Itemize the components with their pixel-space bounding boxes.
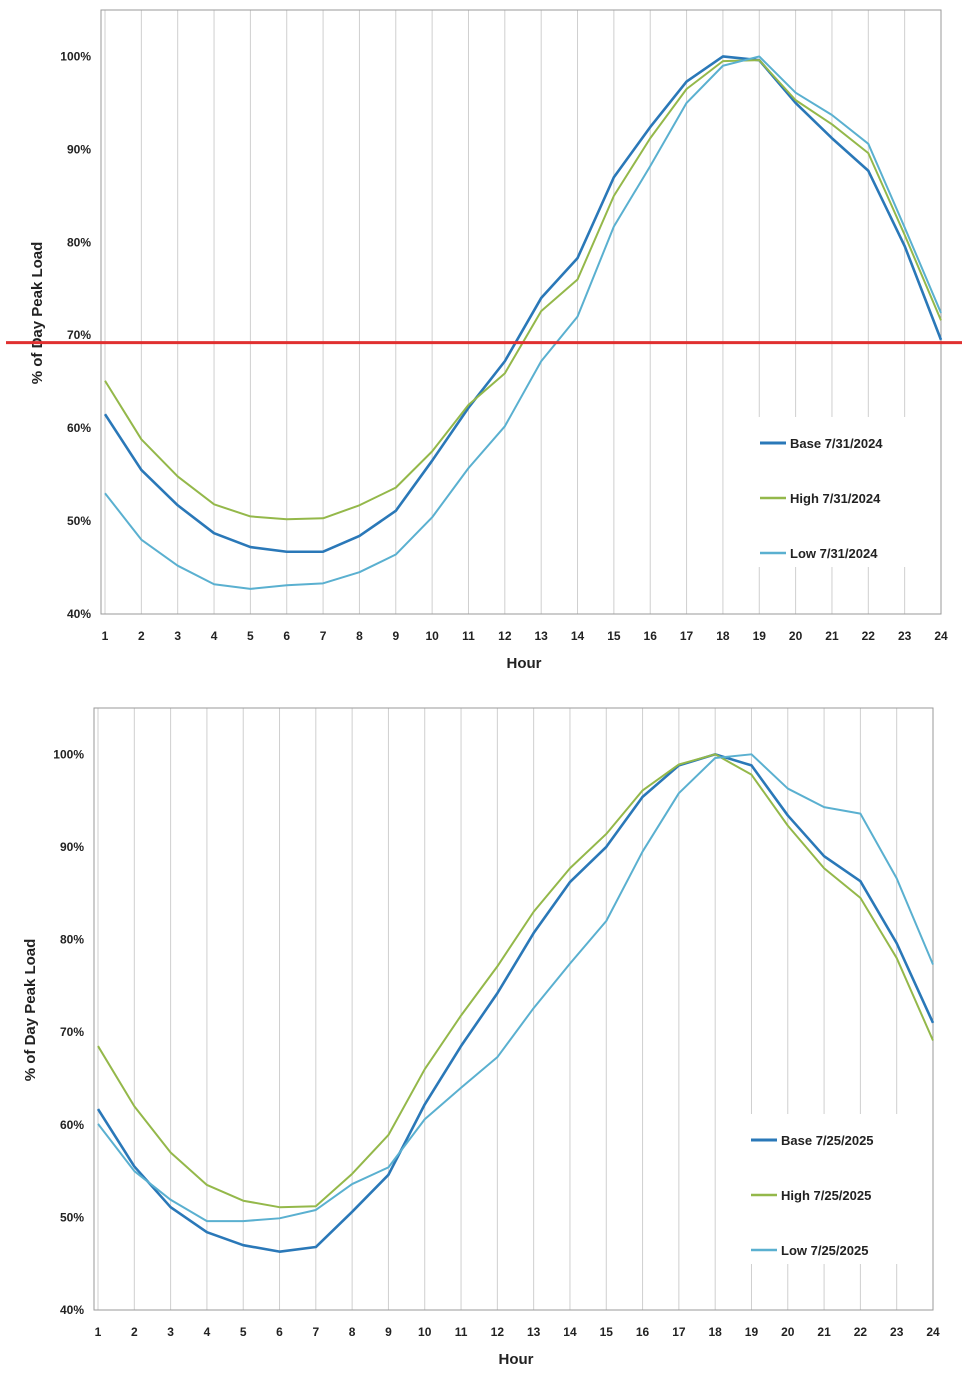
x-tick-label: 22 xyxy=(854,1325,868,1339)
legend-label: High 7/31/2024 xyxy=(790,491,881,506)
series-line-base xyxy=(96,753,935,1253)
x-axis-title: Hour xyxy=(507,655,542,672)
x-tick-label: 5 xyxy=(247,629,254,643)
y-tick-label: 70% xyxy=(67,328,91,342)
x-tick-label: 13 xyxy=(527,1325,541,1339)
x-tick-label: 4 xyxy=(211,629,218,643)
x-tick-label: 11 xyxy=(455,1325,468,1339)
x-tick-label: 2 xyxy=(131,1325,138,1339)
x-tick-label: 21 xyxy=(817,1325,831,1339)
y-tick-label: 90% xyxy=(67,142,91,156)
x-tick-label: 9 xyxy=(385,1325,392,1339)
y-tick-label: 80% xyxy=(67,235,91,249)
x-axis-title: Hour xyxy=(499,1351,534,1368)
y-tick-label: 100% xyxy=(60,49,91,63)
x-tick-label: 19 xyxy=(753,629,767,643)
x-tick-label: 8 xyxy=(356,629,363,643)
x-tick-label: 4 xyxy=(204,1325,211,1339)
chart-2024: % of Day Peak Load Hour 40% 50% 60% 70% 80% 9… xyxy=(6,9,962,672)
x-tick-label: 7 xyxy=(312,1325,319,1339)
x-tick-label: 10 xyxy=(425,629,439,643)
plot-area xyxy=(93,707,934,1311)
x-tick-label: 15 xyxy=(600,1325,614,1339)
x-tick-label: 11 xyxy=(462,629,475,643)
x-tick-label: 23 xyxy=(890,1325,904,1339)
x-tick-label: 18 xyxy=(708,1325,722,1339)
x-tick-label: 17 xyxy=(680,629,694,643)
chart-2025: % of Day Peak Load Hour 40% 50% 60% 70% 80% 9… xyxy=(22,707,940,1368)
x-tick-label: 5 xyxy=(240,1325,247,1339)
x-tick-label: 2 xyxy=(138,629,145,643)
x-tick-label: 1 xyxy=(102,629,109,643)
x-tick-label: 24 xyxy=(934,629,948,643)
x-tick-label: 24 xyxy=(926,1325,940,1339)
x-tick-label: 21 xyxy=(825,629,839,643)
x-tick-label: 3 xyxy=(174,629,181,643)
x-tick-label: 12 xyxy=(498,629,512,643)
x-tick-label: 3 xyxy=(167,1325,174,1339)
y-tick-label: 60% xyxy=(60,1118,84,1132)
x-tick-label: 6 xyxy=(283,629,290,643)
x-tick-label: 20 xyxy=(789,629,803,643)
series-line-low xyxy=(104,55,942,590)
x-tick-label: 12 xyxy=(491,1325,505,1339)
x-tick-label: 6 xyxy=(276,1325,283,1339)
legend-label: Low 7/31/2024 xyxy=(790,546,878,561)
x-tick-label: 7 xyxy=(320,629,327,643)
x-tick-label: 22 xyxy=(862,629,876,643)
x-tick-label: 14 xyxy=(563,1325,577,1339)
series-line-base xyxy=(103,55,943,554)
x-tick-label: 14 xyxy=(571,629,585,643)
y-tick-label: 100% xyxy=(53,747,84,761)
x-tick-label: 16 xyxy=(636,1325,650,1339)
y-tick-label: 70% xyxy=(60,1025,84,1039)
series-line-high xyxy=(97,753,934,1209)
y-axis-title: % of Day Peak Load xyxy=(29,242,46,385)
x-tick-label: 13 xyxy=(534,629,548,643)
x-tick-label: 23 xyxy=(898,629,912,643)
legend: Base 7/31/2024 High 7/31/2024 Low 7/31/202… xyxy=(750,417,930,567)
x-tick-label: 19 xyxy=(745,1325,759,1339)
legend-label: Low 7/25/2025 xyxy=(781,1243,868,1258)
x-tick-label: 18 xyxy=(716,629,730,643)
y-tick-label: 60% xyxy=(67,421,91,435)
legend-label: High 7/25/2025 xyxy=(781,1188,871,1203)
y-tick-label: 40% xyxy=(60,1303,84,1317)
y-tick-label: 80% xyxy=(60,933,84,947)
legend-label: Base 7/31/2024 xyxy=(790,436,883,451)
x-tick-label: 8 xyxy=(349,1325,356,1339)
y-tick-label: 50% xyxy=(67,514,91,528)
x-tick-label: 17 xyxy=(672,1325,686,1339)
y-axis-title: % of Day Peak Load xyxy=(22,939,39,1082)
legend-label: Base 7/25/2025 xyxy=(781,1133,874,1148)
x-tick-label: 9 xyxy=(392,629,399,643)
legend: Base 7/25/2025 High 7/25/2025 Low 7/25/202… xyxy=(741,1114,921,1264)
y-tick-label: 50% xyxy=(60,1210,84,1224)
y-tick-label: 40% xyxy=(67,607,91,621)
x-tick-label: 16 xyxy=(644,629,658,643)
series-line-low xyxy=(97,753,934,1223)
y-tick-label: 90% xyxy=(60,840,84,854)
x-tick-label: 20 xyxy=(781,1325,795,1339)
x-tick-label: 15 xyxy=(607,629,621,643)
x-tick-label: 10 xyxy=(418,1325,432,1339)
x-tick-label: 1 xyxy=(95,1325,102,1339)
